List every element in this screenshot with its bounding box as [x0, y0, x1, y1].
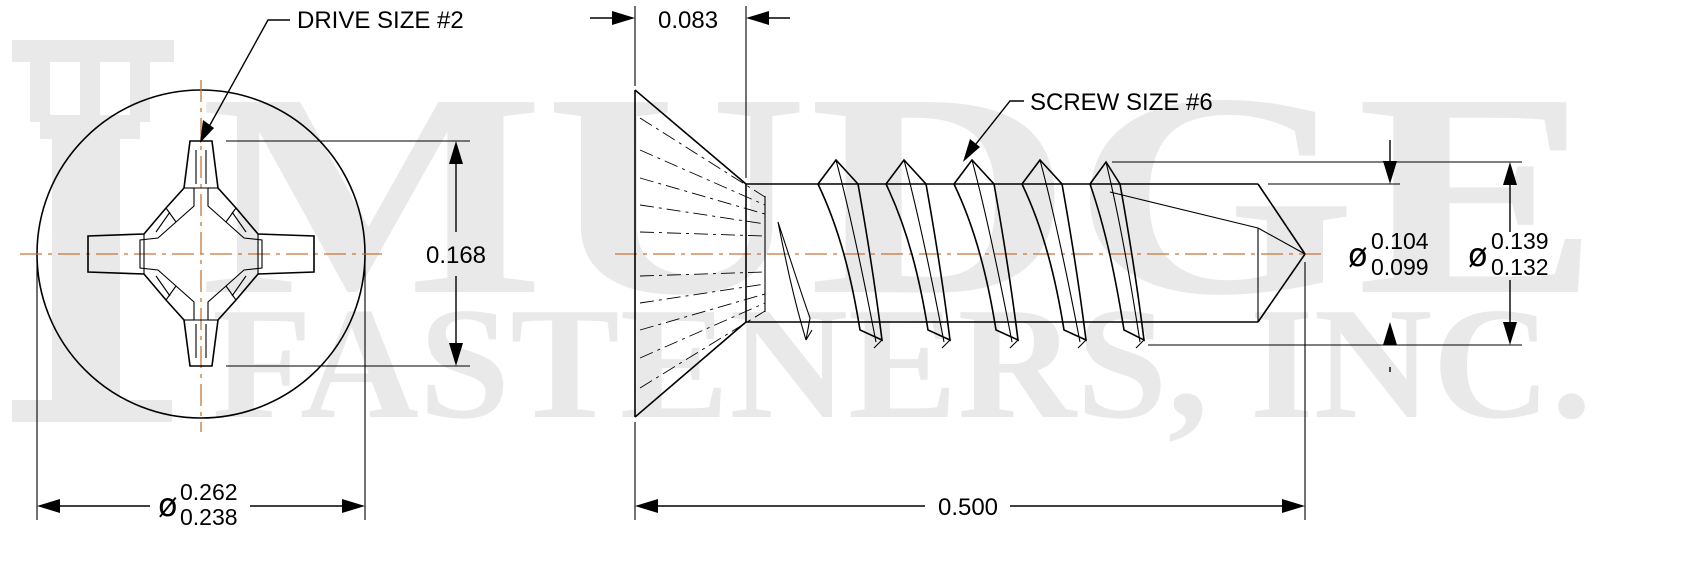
screw-shank [746, 183, 1258, 323]
drive-size-label: DRIVE SIZE #2 [297, 7, 464, 34]
dim-minor-diameter: ø 0.104 0.099 [1148, 140, 1429, 372]
major-dia-max: 0.139 [1491, 228, 1549, 254]
head-dia-max: 0.262 [180, 479, 238, 505]
dim-head-height: 0.083 [590, 6, 790, 178]
dim-length: 0.500 [634, 262, 1306, 521]
screw-size-callout: SCREW SIZE #6 [963, 89, 1213, 162]
screw-size-label: SCREW SIZE #6 [1030, 89, 1213, 116]
minor-dia-max: 0.104 [1371, 228, 1429, 254]
dim-recess-width: 0.168 [226, 140, 486, 367]
dim-major-diameter: ø 0.139 0.132 [1112, 161, 1549, 346]
screw-side-view [615, 89, 1322, 418]
drive-size-callout: DRIVE SIZE #2 [200, 7, 464, 143]
head-top-view [20, 80, 382, 432]
major-dia-min: 0.132 [1491, 254, 1549, 280]
minor-dia-min: 0.099 [1371, 254, 1429, 280]
head-dia-min: 0.238 [180, 504, 238, 530]
minor-dia-symbol: ø [1348, 236, 1368, 274]
watermark-logo-mark [12, 40, 174, 422]
dim-head-diameter: ø 0.262 0.238 [36, 258, 366, 530]
length-value: 0.500 [938, 494, 998, 521]
phillips-recess [87, 140, 315, 367]
watermark-text-mudge: MUDGE [200, 34, 1600, 355]
head-height-value: 0.083 [658, 7, 718, 34]
screw-point [1109, 183, 1306, 323]
major-dia-symbol: ø [1468, 236, 1488, 274]
head-dia-symbol: ø [158, 486, 178, 524]
recess-width-value: 0.168 [426, 242, 486, 269]
screw-threads [777, 158, 1145, 349]
watermark: MUDGE FASTENERS, INC. [12, 34, 1600, 452]
screw-head [634, 89, 766, 418]
watermark-text-fasteners: FASTENERS, INC. [212, 274, 1592, 452]
